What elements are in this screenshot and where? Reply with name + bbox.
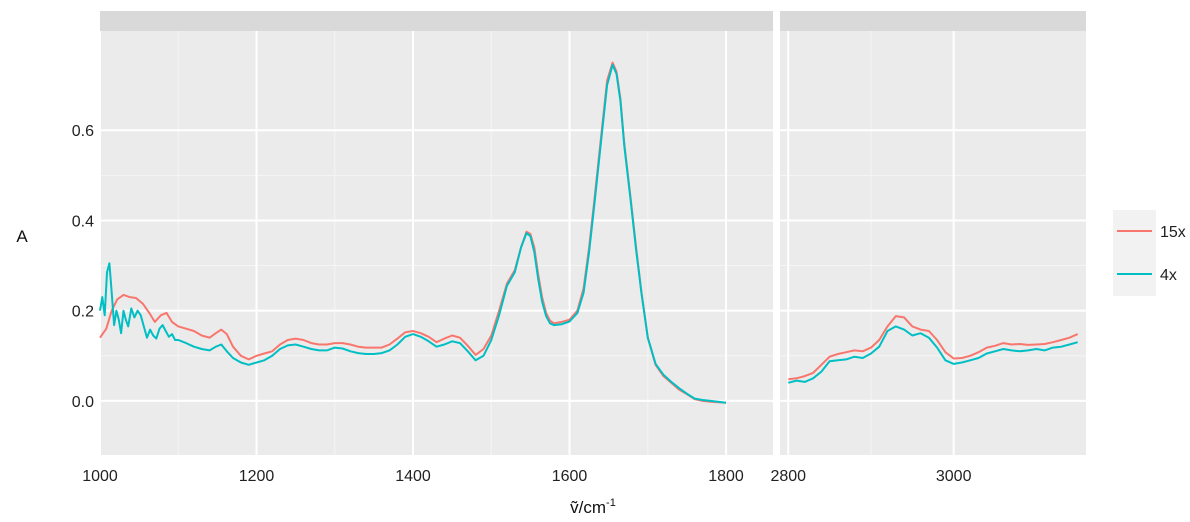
legend-label-4x: 4x <box>1160 267 1177 284</box>
y-tick-label: 0.6 <box>72 123 94 140</box>
series-line-15x-panel-2 <box>788 315 1079 381</box>
panel-strip-2 <box>780 11 1086 31</box>
legend: 15x 4x <box>1113 210 1186 296</box>
x-tick-label: 2800 <box>770 468 806 485</box>
x-axis-title-superscript: -1 <box>606 497 616 509</box>
y-axis-title: A <box>16 227 28 246</box>
y-tick-label: 0.0 <box>72 394 94 411</box>
panel-background-2 <box>780 31 1086 455</box>
y-tick-label: 0.2 <box>72 304 94 321</box>
x-tick-label: 1200 <box>239 468 275 485</box>
x-tick-label: 3000 <box>936 468 972 485</box>
series-line-4x-panel-2 <box>788 325 1078 384</box>
x-tick-label: 1600 <box>552 468 588 485</box>
x-tick-label: 1400 <box>395 468 431 485</box>
panel-strip-1 <box>100 11 773 31</box>
legend-label-15x: 15x <box>1160 224 1186 241</box>
x-tick-label: 1800 <box>708 468 744 485</box>
series-line-4x-panel-1 <box>99 63 727 404</box>
x-axis-title-main: ṽ/cm <box>570 498 606 517</box>
panel-background-1 <box>100 31 773 455</box>
x-tick-label: 1000 <box>82 468 118 485</box>
x-axis-title: ṽ/cm-1 <box>570 497 616 517</box>
y-tick-label: 0.4 <box>72 213 94 230</box>
